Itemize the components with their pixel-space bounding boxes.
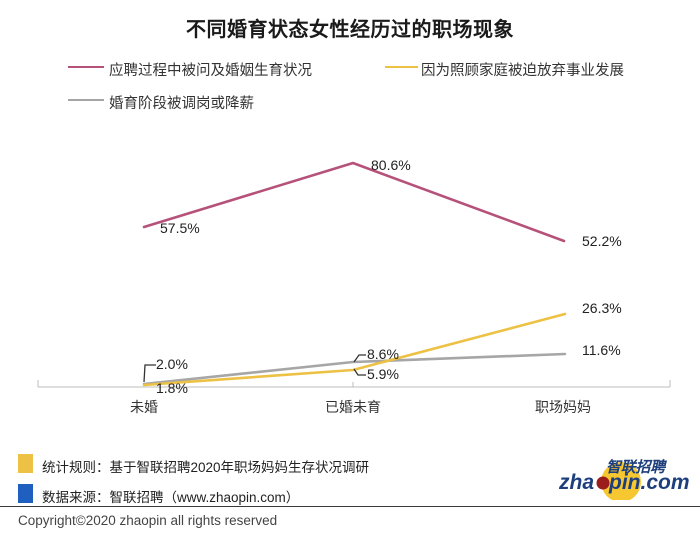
svg-text:pin.com: pin.com <box>608 471 690 494</box>
svg-text:zha: zha <box>558 471 594 494</box>
